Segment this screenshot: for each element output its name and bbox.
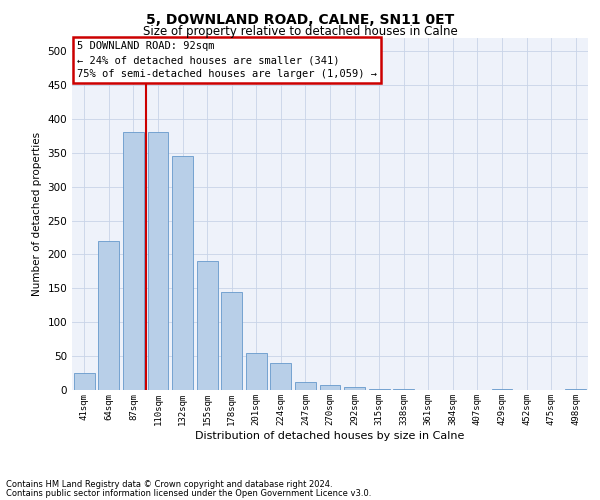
Bar <box>172 156 193 390</box>
Y-axis label: Number of detached properties: Number of detached properties <box>32 132 42 296</box>
Text: Contains HM Land Registry data © Crown copyright and database right 2024.: Contains HM Land Registry data © Crown c… <box>6 480 332 489</box>
X-axis label: Distribution of detached houses by size in Calne: Distribution of detached houses by size … <box>196 430 464 440</box>
Text: Size of property relative to detached houses in Calne: Size of property relative to detached ho… <box>143 25 457 38</box>
Bar <box>565 388 586 390</box>
Bar <box>148 132 169 390</box>
Bar <box>123 132 144 390</box>
Bar <box>368 388 389 390</box>
Text: 5, DOWNLAND ROAD, CALNE, SN11 0ET: 5, DOWNLAND ROAD, CALNE, SN11 0ET <box>146 12 454 26</box>
Bar <box>320 384 340 390</box>
Bar <box>344 386 365 390</box>
Text: Contains public sector information licensed under the Open Government Licence v3: Contains public sector information licen… <box>6 489 371 498</box>
Bar <box>197 261 218 390</box>
Bar <box>271 363 292 390</box>
Bar <box>246 352 267 390</box>
Bar <box>221 292 242 390</box>
Bar <box>98 241 119 390</box>
Text: 5 DOWNLAND ROAD: 92sqm
← 24% of detached houses are smaller (341)
75% of semi-de: 5 DOWNLAND ROAD: 92sqm ← 24% of detached… <box>77 41 377 79</box>
Bar <box>74 373 95 390</box>
Bar <box>295 382 316 390</box>
